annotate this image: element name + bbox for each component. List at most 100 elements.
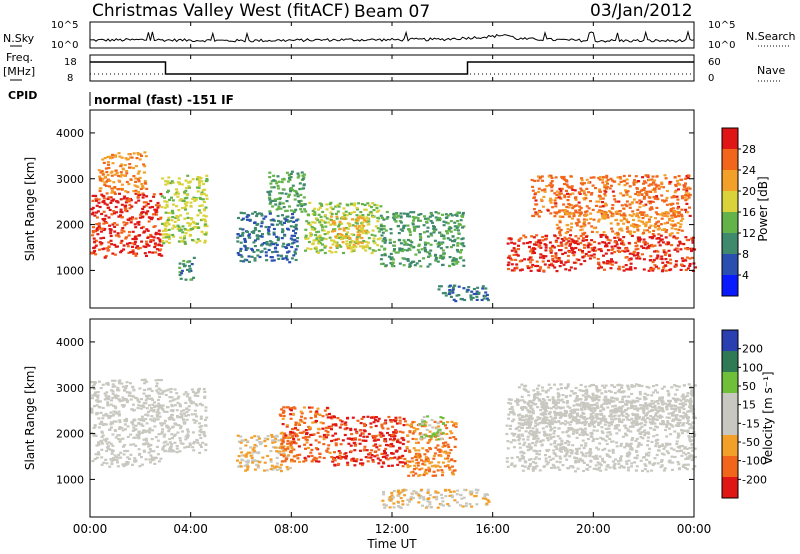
heat-cell (434, 491, 438, 494)
heat-cell (239, 441, 243, 444)
heat-cell (661, 261, 665, 264)
heat-cell (448, 284, 452, 287)
heat-cell (188, 265, 191, 268)
heat-cell (132, 166, 135, 170)
heat-cell (131, 385, 135, 388)
heat-cell (331, 243, 335, 246)
heat-cell (684, 199, 688, 202)
heat-cell (379, 258, 383, 261)
heat-cell (118, 187, 122, 190)
heat-cell (120, 249, 124, 252)
heat-cell (171, 233, 175, 237)
heat-cell (372, 240, 376, 243)
heat-cell (371, 436, 375, 439)
heat-cell (241, 439, 245, 442)
heat-cell (113, 230, 117, 233)
heat-cell (331, 460, 335, 463)
heat-cell (236, 236, 240, 239)
heat-cell (321, 226, 325, 229)
heat-cell (334, 424, 338, 427)
heat-cell (329, 206, 333, 209)
heat-cell (146, 429, 150, 432)
heat-cell (580, 189, 584, 192)
heat-cell (641, 176, 645, 179)
heat-cell (680, 429, 683, 432)
heat-cell (344, 452, 348, 455)
heat-cell (92, 229, 96, 233)
heat-cell (647, 200, 651, 203)
heat-cell (455, 212, 459, 216)
heat-cell (181, 442, 185, 445)
heat-cell (308, 223, 312, 226)
heat-cell (389, 420, 393, 423)
heat-cell (675, 236, 679, 240)
heat-cell (575, 224, 579, 227)
heat-cell (239, 435, 243, 438)
heat-cell (272, 179, 276, 182)
heat-cell (602, 212, 606, 215)
heat-cell (661, 228, 665, 231)
heat-cell (557, 210, 561, 214)
heat-cell (246, 451, 250, 454)
heat-cell (590, 254, 594, 257)
heat-cell (421, 433, 425, 436)
heat-cell (393, 437, 396, 440)
heat-cell (348, 225, 352, 228)
heat-cell (292, 220, 296, 223)
heat-cell (142, 231, 146, 234)
heat-cell (561, 252, 565, 256)
heat-cell (543, 189, 546, 192)
heat-cell (572, 212, 575, 215)
heat-cell (642, 182, 645, 185)
heat-cell (629, 230, 633, 233)
heat-cell (183, 197, 187, 200)
heat-cell (674, 224, 678, 227)
heat-cell (168, 441, 172, 444)
heat-cell (541, 427, 545, 430)
heat-cell (205, 416, 209, 419)
heat-cell (544, 460, 548, 463)
heat-cell (650, 183, 654, 186)
heat-cell (452, 424, 455, 427)
heat-cell (372, 439, 376, 442)
heat-cell (425, 434, 429, 438)
heat-cell (236, 252, 240, 255)
heat-cell (241, 234, 245, 237)
heat-cell (462, 496, 466, 499)
heat-cell (137, 190, 141, 194)
heat-cell (637, 180, 641, 183)
heat-cell (140, 378, 144, 382)
heat-cell (412, 211, 416, 214)
heat-cell (595, 231, 599, 234)
heat-cell (94, 194, 98, 197)
heat-cell (284, 218, 288, 221)
heat-cell (280, 408, 284, 411)
heat-cell (553, 234, 557, 237)
colorbar-tick-label: 20 (742, 185, 756, 198)
heat-cell (539, 266, 543, 269)
heat-cell (621, 265, 625, 268)
heat-cell (623, 214, 627, 217)
heat-cell (175, 447, 179, 450)
heat-cell (566, 199, 570, 202)
heat-cell (639, 200, 643, 203)
heat-cell (121, 437, 125, 440)
heat-cell (317, 460, 321, 463)
heat-cell (329, 223, 333, 226)
heat-cell (107, 206, 111, 209)
heat-cell (439, 242, 443, 245)
heat-cell (150, 419, 154, 422)
heat-cell (625, 256, 629, 259)
heat-cell (402, 489, 406, 492)
heat-cell (187, 185, 191, 188)
heat-cell (655, 206, 659, 209)
heat-cell (416, 456, 419, 459)
heat-cell (638, 239, 641, 242)
heat-cell (204, 215, 208, 218)
heat-cell (681, 217, 685, 220)
heat-cell (300, 420, 304, 423)
heat-cell (338, 419, 342, 422)
heat-cell (686, 211, 690, 214)
heat-cell (255, 234, 259, 237)
heat-cell (403, 420, 407, 423)
